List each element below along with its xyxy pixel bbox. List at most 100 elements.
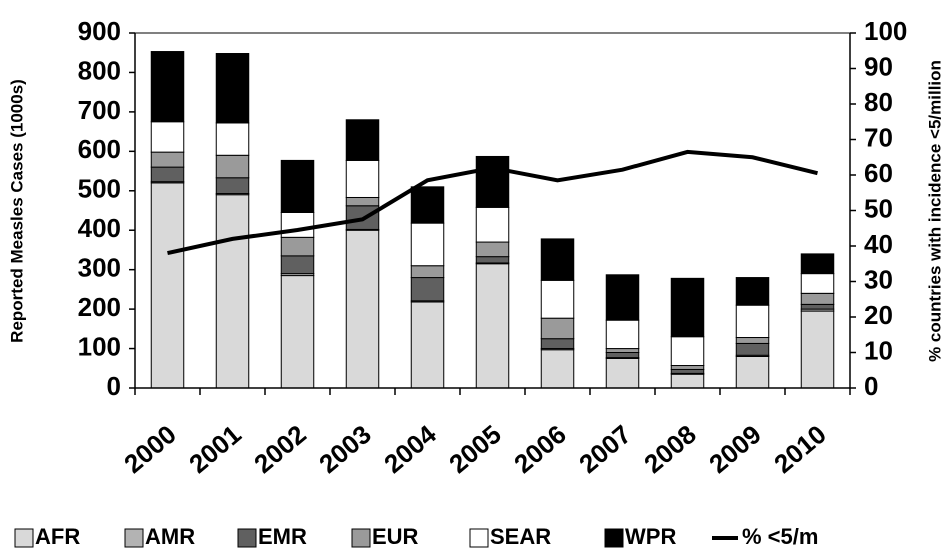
bar-segment xyxy=(735,304,770,339)
y2-tick-label: 80 xyxy=(864,87,893,117)
bar-segment xyxy=(800,292,835,305)
bar-segment xyxy=(345,229,380,389)
bar-segment xyxy=(670,373,705,389)
y2-tick-label: 40 xyxy=(864,229,893,259)
bar-segment xyxy=(410,222,445,267)
bar-segment xyxy=(345,196,380,207)
bar-segment xyxy=(605,352,640,359)
bar-segment xyxy=(735,337,770,344)
bar-segment xyxy=(800,253,835,275)
bar-segment xyxy=(475,256,510,264)
y-tick-label: 500 xyxy=(78,174,121,204)
bar-segment xyxy=(410,265,445,279)
x-tick-label: 2009 xyxy=(703,419,767,479)
bar-segment xyxy=(670,368,705,374)
bar-segment xyxy=(735,277,770,306)
legend-label: WPR xyxy=(625,524,676,549)
bar-segment xyxy=(605,274,640,321)
y2-tick-label: 30 xyxy=(864,264,893,294)
y-axis-label: Reported Measles Cases (1000s) xyxy=(7,79,26,343)
legend-swatch xyxy=(237,528,257,548)
x-tick-label: 2003 xyxy=(313,419,377,479)
bar-segment xyxy=(735,342,770,356)
y-tick-label: 400 xyxy=(78,213,121,243)
bar-segment xyxy=(475,263,510,389)
x-tick-label: 2006 xyxy=(508,419,572,479)
x-tick-label: 2010 xyxy=(768,419,832,479)
bar-segment xyxy=(150,151,185,168)
x-tick-label: 2004 xyxy=(378,419,442,480)
bar-segment xyxy=(410,186,445,224)
bar-segment xyxy=(540,317,575,340)
bar-segment xyxy=(345,159,380,198)
y-tick-label: 100 xyxy=(78,331,121,361)
x-tick-label: 2001 xyxy=(183,419,247,479)
legend-swatch xyxy=(14,528,34,548)
y-tick-label: 300 xyxy=(78,253,121,283)
bar-segment xyxy=(670,336,705,367)
bar-segment xyxy=(540,338,575,350)
bar-segment xyxy=(540,349,575,389)
x-tick-label: 2005 xyxy=(443,419,507,479)
x-tick-label: 2008 xyxy=(638,419,702,479)
y2-tick-label: 90 xyxy=(864,51,893,81)
y2-tick-label: 10 xyxy=(864,335,893,365)
y2-tick-label: 60 xyxy=(864,158,893,188)
bar-segment xyxy=(410,301,445,389)
bar-segment xyxy=(215,177,250,195)
bar-segment xyxy=(150,182,185,389)
y-tick-label: 0 xyxy=(107,371,121,401)
legend-swatch xyxy=(351,528,371,548)
legend-swatch xyxy=(604,528,624,548)
legend-label: AMR xyxy=(145,524,195,549)
bar-segment xyxy=(215,154,250,179)
bar-segment xyxy=(670,277,705,338)
y2-tick-label: 50 xyxy=(864,193,893,223)
bar-segment xyxy=(150,121,185,153)
y2-tick-label: 20 xyxy=(864,300,893,330)
legend-label: AFR xyxy=(35,524,80,549)
line-series xyxy=(167,149,818,256)
bar-segment xyxy=(280,159,315,213)
bar-segment xyxy=(150,51,185,123)
bar-segment xyxy=(150,166,185,183)
bar-segment xyxy=(670,365,705,370)
legend-swatch xyxy=(469,528,489,548)
bar-segment xyxy=(800,273,835,294)
y-tick-label: 900 xyxy=(78,16,121,46)
y2-axis-label: % countries with incidence <5/million xyxy=(925,60,944,362)
bar-segment xyxy=(735,355,770,389)
bar-segment xyxy=(540,238,575,281)
bar-segment xyxy=(800,310,835,389)
bar-segment xyxy=(280,255,315,275)
bar-segment xyxy=(475,241,510,258)
y2-tick-label: 0 xyxy=(864,371,878,401)
y2-tick-label: 100 xyxy=(864,16,907,46)
bar-segment xyxy=(800,303,835,310)
bar-segment xyxy=(475,155,510,208)
bar-segment xyxy=(410,277,445,302)
y-tick-label: 600 xyxy=(78,134,121,164)
x-tick-label: 2007 xyxy=(573,419,637,479)
y2-tick-label: 70 xyxy=(864,122,893,152)
legend-label: EMR xyxy=(258,524,307,549)
bar-segment xyxy=(475,206,510,243)
bar-segment xyxy=(280,275,315,389)
legend-label: EUR xyxy=(372,524,419,549)
bar-segment xyxy=(345,119,380,161)
legend-label: SEAR xyxy=(490,524,551,549)
bar-segment xyxy=(215,53,250,124)
bar-segment xyxy=(605,357,640,389)
x-tick-label: 2000 xyxy=(118,419,182,479)
bar-segment xyxy=(540,279,575,319)
y-tick-label: 200 xyxy=(78,292,121,322)
bar-segment xyxy=(605,319,640,350)
x-tick-label: 2002 xyxy=(248,419,312,479)
legend-swatch xyxy=(124,528,144,548)
bar-segment xyxy=(215,122,250,156)
legend-label: % <5/m xyxy=(742,524,818,549)
bar-segment xyxy=(215,194,250,389)
bar-segment xyxy=(605,348,640,353)
y-tick-label: 700 xyxy=(78,95,121,125)
